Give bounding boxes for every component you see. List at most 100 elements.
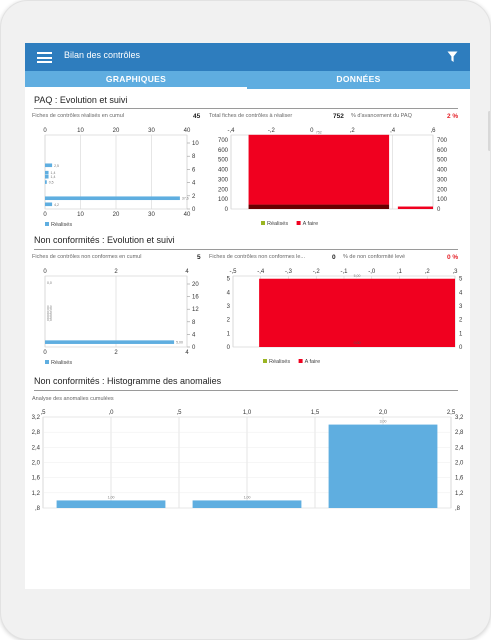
tab-bar: GRAPHIQUES DONNÉES [25,71,470,89]
histo-caption: Analyse des anomalies cumulées [32,396,114,402]
y-tick-label-right: 200 [437,187,448,193]
data-label: 1,00 [108,495,115,499]
paq-total-caption: Total fiches de contrôles à réaliser [209,113,293,119]
y-tick-label-left: 2,0 [32,461,41,467]
x-tick-label: 1,5 [311,410,320,416]
y-tick-label-right: 600 [437,148,448,154]
x-tick-label: 40 [184,212,191,218]
y-tick-label-right: 400 [437,168,448,174]
legend-swatch [263,359,267,363]
nc-left-chart: 0 2 40 2 40481216200,00,00,00,00,00,00,05,00… [43,269,199,366]
filter-funnel-icon[interactable] [447,51,458,63]
x-tick-label: 10 [77,212,84,218]
x-tick-label-top: 0 [43,269,47,275]
x-tick-label: 0 [310,128,314,134]
bar [248,134,390,205]
section-divider [34,108,458,109]
y-tick-label-right: 3,2 [455,415,464,421]
x-tick-label: ,1 [397,269,403,275]
y-tick-label: 20 [192,282,199,288]
bar [45,180,47,184]
nc-left-caption: Fiches de contrôles non conformes en cum… [32,254,142,260]
y-tick-label-right: 1 [459,331,463,337]
x-tick-label-top: 30 [148,128,155,134]
x-tick-label-top: 4 [185,269,189,275]
tab-donnees[interactable]: DONNÉES [247,71,470,89]
bar [45,163,53,168]
x-tick-label: -,0 [368,269,376,275]
y-tick-label-right: 2,4 [455,445,464,451]
x-tick-label: ,3 [452,269,458,275]
y-tick-label-left: 3 [227,304,231,310]
y-tick-label-right: 5 [459,277,463,283]
data-label: 1,00 [244,495,251,499]
data-label: 1,4 [51,171,56,175]
data-label: 5,00 [354,274,361,278]
bar [45,196,180,201]
app-title: Bilan des contrôles [64,50,141,60]
nc-mid-caption: Fiches de contrôles non conformes le... [209,254,305,260]
paq-left-chart: 0 10 20 30 400 10 20 30 4002468102,51,41,40,537,… [43,128,199,228]
y-tick-label-right: 0 [459,345,463,351]
x-tick-label: -,4 [257,269,265,275]
x-tick-label: 2 [114,350,118,356]
data-label: 4,2 [54,203,59,207]
paq-right-chart: -,4 -,2 0 ,2 ,4 ,6 0 0 100 100 200 200 300 300 400 400 5… [218,128,448,227]
nc-right-chart: -,5 -,4 -,3 -,2 -,1 -,0 ,1 ,2 ,3 0 0 1 1 2 2 3 3 4 4 5 5 5,00… [227,269,463,365]
y-tick-label-left: 300 [218,177,229,183]
y-tick-label-left: 100 [218,197,229,203]
legend-swatch [298,359,303,363]
bar [45,174,49,179]
y-tick-label-left: 5 [227,277,231,283]
section-divider [34,249,458,250]
y-tick-label-right: 0 [437,207,441,213]
bar [45,170,49,175]
x-tick-label: 20 [113,212,120,218]
x-tick-label: 4 [185,350,189,356]
y-tick-label: 6 [192,167,196,173]
y-tick-label-right: 4 [459,290,463,296]
y-tick-label-right: ,8 [455,506,461,512]
y-tick-label-right: 500 [437,158,448,164]
data-label: 37,6 [182,197,189,201]
data-label: 0,0 [47,310,52,314]
data-label: 0,0 [47,315,52,319]
y-tick-label-left: 2,8 [32,430,41,436]
histo-chart: ,5 ,0 ,5 1,0 1,5 2,0 2,5 ,8 ,8 1,2 1,2 1,6 1,6 2,0 2,0… [32,410,464,512]
y-tick-label-left: 600 [218,148,229,154]
y-tick-label: 0 [192,345,196,351]
data-label: 0,00 [354,341,361,345]
y-tick-label-left: 1 [227,331,231,337]
legend-label: Réalisés [51,360,72,366]
x-tick-label: ,5 [40,410,46,416]
x-tick-label: -,5 [229,269,237,275]
y-tick-label: 16 [192,295,199,301]
data-label: 0,5 [49,181,54,185]
x-tick-label: -,2 [268,128,276,134]
bar [397,206,433,209]
y-tick-label-left: 1,6 [32,476,41,482]
tab-graphiques-label: GRAPHIQUES [105,74,167,84]
y-tick-label: 2 [192,194,196,200]
section-divider [34,390,458,391]
x-tick-label: 1,0 [243,410,252,416]
y-tick-label: 8 [192,320,196,326]
paq-pct-value: 2 % [447,113,459,120]
data-label: 1,4 [51,175,56,179]
nc-mid-value: 0 [332,254,336,261]
y-tick-label-left: 2,4 [32,445,41,451]
y-tick-label-right: 2 [459,318,463,324]
hamburger-menu-icon[interactable] [37,52,52,63]
y-tick-label-left: 0 [227,345,231,351]
x-tick-label: 0 [43,212,47,218]
section-title-nc: Non conformités : Evolution et suivi [34,235,175,245]
tab-graphiques[interactable]: GRAPHIQUES [25,71,247,89]
bar [248,204,390,209]
active-tab-indicator [25,87,247,89]
y-tick-label-right: 1,2 [455,491,464,497]
app-screen: Bilan des contrôles GRAPHIQUES DONNÉES P… [25,43,470,589]
x-tick-label: ,2 [350,128,356,134]
legend-swatch [261,221,265,225]
bar [45,340,175,344]
data-label: 0,0 [47,318,52,322]
